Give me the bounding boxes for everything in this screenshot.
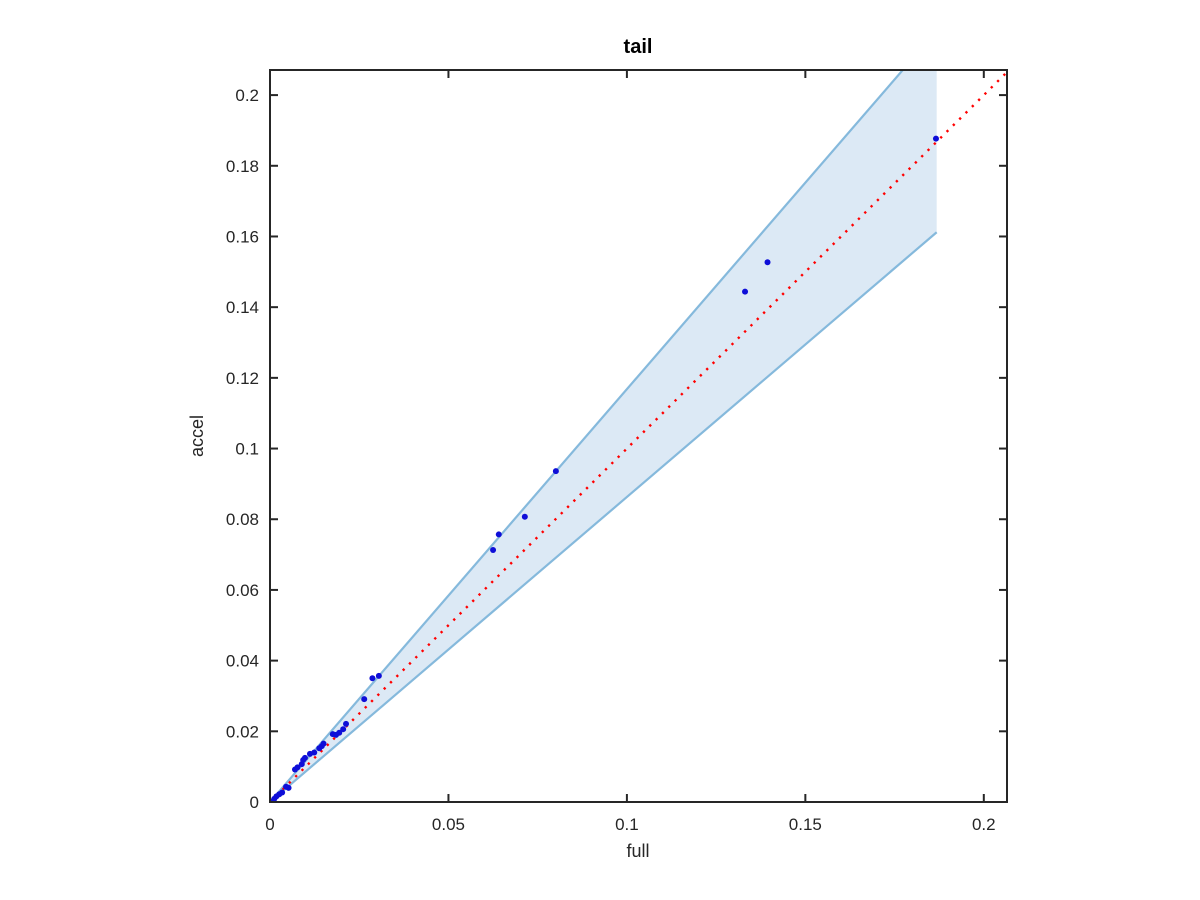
data-point <box>320 740 327 747</box>
data-point <box>294 764 301 771</box>
x-tick-label: 0.1 <box>615 815 639 834</box>
y-tick-label: 0.06 <box>226 581 259 600</box>
data-point <box>521 513 528 520</box>
data-point <box>279 789 286 796</box>
x-axis-label: full <box>626 841 649 861</box>
x-tick-label: 0.15 <box>789 815 822 834</box>
band-upper-edge <box>270 70 905 802</box>
x-tick-label: 0 <box>265 815 274 834</box>
axes-box <box>269 69 1008 803</box>
chart-title: tail <box>624 36 653 58</box>
scatter-series <box>270 135 939 802</box>
y-tick-label: 0.12 <box>226 369 259 388</box>
data-point <box>742 288 749 295</box>
data-point <box>285 784 292 791</box>
data-point <box>764 259 771 266</box>
y-tick-label: 0.18 <box>226 157 259 176</box>
y-tick-label: 0.16 <box>226 227 259 246</box>
plot-clipped-layers <box>270 70 1007 802</box>
x-tick-label: 0.05 <box>432 815 465 834</box>
y-tick-label: 0.04 <box>226 652 259 671</box>
data-point <box>369 675 376 682</box>
data-point <box>932 135 939 142</box>
band-lower-edge <box>270 231 938 802</box>
data-point <box>340 726 347 733</box>
y-axis-label: accel <box>187 415 207 457</box>
data-point <box>490 546 497 553</box>
y-tick-label: 0 <box>250 793 259 812</box>
x-tick-label: 0.2 <box>972 815 996 834</box>
y-tick-label: 0.08 <box>226 510 259 529</box>
y-tick-label: 0.02 <box>226 722 259 741</box>
y-tick-label: 0.14 <box>226 298 259 317</box>
data-point <box>495 531 502 538</box>
data-point <box>336 729 343 736</box>
data-point <box>552 468 559 475</box>
data-point <box>311 749 318 756</box>
y-tick-label: 0.1 <box>235 440 259 459</box>
data-point <box>361 696 368 703</box>
data-point <box>375 672 382 679</box>
data-point <box>301 754 308 761</box>
y-tick-label: 0.2 <box>235 86 259 105</box>
data-point <box>343 720 350 727</box>
confidence-band <box>270 70 937 802</box>
